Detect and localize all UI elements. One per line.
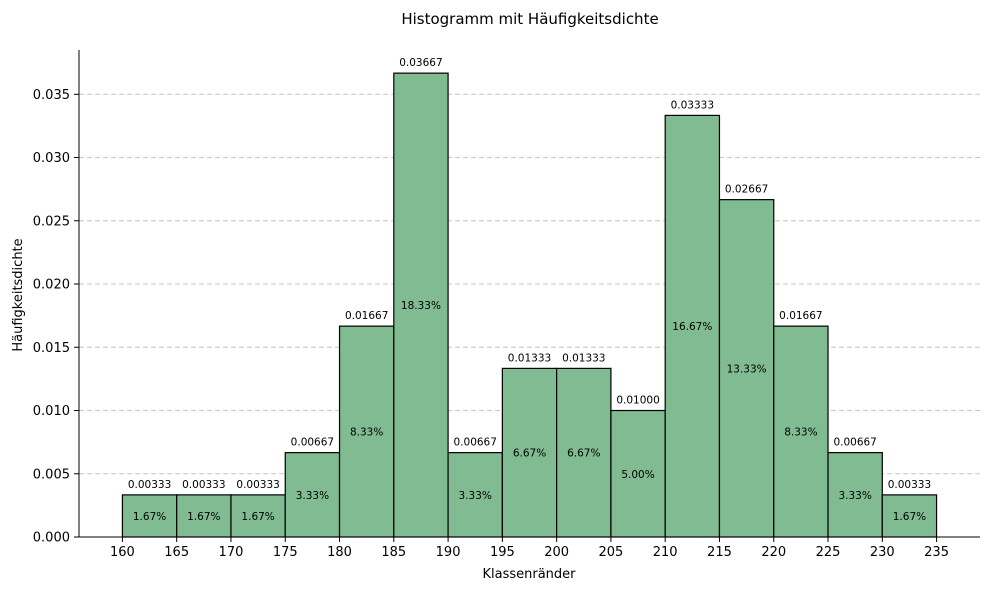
percent-label-13: 3.33% bbox=[838, 490, 871, 502]
x-tick-label-13: 225 bbox=[816, 545, 841, 560]
value-label-14: 0.00333 bbox=[888, 479, 931, 491]
bar-5 bbox=[393, 72, 449, 538]
x-tick-label-6: 190 bbox=[436, 545, 461, 560]
bar-7 bbox=[501, 367, 558, 538]
value-label-5: 0.03667 bbox=[399, 57, 442, 69]
bar-10 bbox=[664, 114, 721, 538]
value-label-13: 0.00667 bbox=[833, 437, 876, 449]
x-tick-label-7: 195 bbox=[490, 545, 515, 560]
y-tick-label-1: 0.005 bbox=[33, 467, 70, 482]
x-tick-label-4: 180 bbox=[327, 545, 352, 560]
x-tick-label-0: 160 bbox=[110, 545, 135, 560]
value-label-7: 0.01333 bbox=[508, 352, 551, 364]
axes: 0.000 0.005 0.010 0.015 0.020 0.025 0.030 0.035… bbox=[33, 50, 980, 560]
value-label-9: 0.01000 bbox=[616, 395, 659, 407]
percent-label-1: 1.67% bbox=[187, 511, 220, 523]
bar-13 bbox=[827, 452, 883, 538]
value-label-4: 0.01667 bbox=[345, 310, 388, 322]
y-axis-label: Häufigkeitsdichte bbox=[11, 238, 26, 351]
bar-11 bbox=[718, 199, 775, 538]
y-tick-label-4: 0.020 bbox=[33, 278, 70, 293]
percent-label-11: 13.33% bbox=[727, 363, 767, 375]
percent-label-7: 6.67% bbox=[513, 448, 546, 460]
value-label-2: 0.00333 bbox=[236, 479, 279, 491]
y-tick-label-3: 0.015 bbox=[33, 341, 70, 356]
y-tick-label-5: 0.025 bbox=[33, 214, 70, 229]
x-tick-label-3: 175 bbox=[273, 545, 298, 560]
x-axis-label: Klassenränder bbox=[482, 567, 576, 582]
percent-label-4: 8.33% bbox=[350, 427, 383, 439]
bar-3 bbox=[284, 452, 341, 538]
bar-labels: 0.00333 1.67% 0.00333 1.67% 0.00333 1.67% 0.00… bbox=[128, 57, 931, 523]
x-tick-label-2: 170 bbox=[219, 545, 244, 560]
x-tick-label-5: 185 bbox=[381, 545, 406, 560]
bar-0 bbox=[121, 494, 178, 538]
bar-6 bbox=[447, 452, 503, 538]
value-label-1: 0.00333 bbox=[182, 479, 225, 491]
percent-label-0: 1.67% bbox=[133, 511, 166, 523]
value-label-3: 0.00667 bbox=[291, 437, 334, 449]
bar-8 bbox=[556, 367, 612, 538]
value-label-10: 0.03333 bbox=[671, 99, 714, 111]
percent-label-14: 1.67% bbox=[893, 511, 926, 523]
percent-label-8: 6.67% bbox=[567, 448, 600, 460]
bar-14 bbox=[881, 494, 938, 538]
x-tick-label-9: 205 bbox=[599, 545, 624, 560]
x-tick-label-1: 165 bbox=[164, 545, 189, 560]
x-tick-label-8: 200 bbox=[544, 545, 569, 560]
x-tick-label-12: 220 bbox=[761, 545, 786, 560]
value-label-12: 0.01667 bbox=[779, 310, 822, 322]
x-tick-label-10: 210 bbox=[653, 545, 678, 560]
percent-label-5: 18.33% bbox=[401, 300, 441, 312]
value-label-11: 0.02667 bbox=[725, 184, 768, 196]
bar-12 bbox=[773, 325, 829, 538]
y-tick-label-6: 0.030 bbox=[33, 151, 70, 166]
percent-label-10: 16.67% bbox=[672, 321, 712, 333]
value-label-0: 0.00333 bbox=[128, 479, 171, 491]
percent-label-9: 5.00% bbox=[621, 469, 654, 481]
bar-2 bbox=[230, 494, 286, 538]
value-label-6: 0.00667 bbox=[454, 437, 497, 449]
percent-label-12: 8.33% bbox=[784, 427, 817, 439]
chart-title: Histogramm mit Häufigkeitsdichte bbox=[401, 10, 658, 28]
y-tick-label-7: 0.035 bbox=[33, 88, 70, 103]
bars bbox=[121, 72, 938, 538]
x-tick-label-11: 215 bbox=[707, 545, 732, 560]
percent-label-6: 3.33% bbox=[459, 490, 492, 502]
y-tick-label-0: 0.000 bbox=[33, 531, 70, 546]
percent-label-2: 1.67% bbox=[241, 511, 274, 523]
value-label-8: 0.01333 bbox=[562, 352, 605, 364]
y-tick-label-2: 0.010 bbox=[33, 404, 70, 419]
x-tick-label-15: 235 bbox=[924, 545, 949, 560]
percent-label-3: 3.33% bbox=[296, 490, 329, 502]
x-tick-label-14: 230 bbox=[870, 545, 895, 560]
